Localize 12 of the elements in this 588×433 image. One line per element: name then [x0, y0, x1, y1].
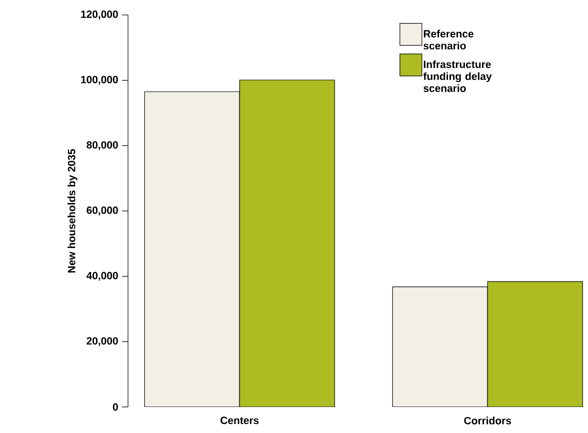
y-tick-label: 120,000	[81, 10, 118, 20]
y-tick-label: 40,000	[86, 272, 118, 281]
x-tick-label: Centers	[220, 416, 259, 424]
y-tick-label: 80,000	[86, 141, 118, 150]
y-tick-label: 0	[112, 403, 118, 411]
legend-label: Infrastructure funding delay scenario	[423, 60, 492, 92]
y-tick-label: 20,000	[86, 337, 118, 346]
y-tick-label: 100,000	[81, 76, 118, 85]
legend-label: Reference scenario	[424, 30, 474, 50]
x-tick-label: Corridors	[464, 416, 512, 424]
y-axis-title: New households by 2035	[68, 149, 78, 272]
y-tick-label: 60,000	[86, 206, 118, 216]
